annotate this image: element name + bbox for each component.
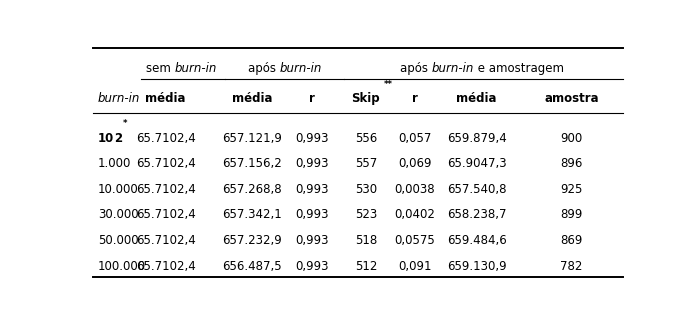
Text: 0,0402: 0,0402 [394, 208, 435, 221]
Text: 10: 10 [98, 132, 114, 145]
Text: 1.000: 1.000 [98, 157, 131, 170]
Text: sem: sem [147, 62, 175, 75]
Text: 50.000: 50.000 [98, 234, 139, 247]
Text: amostra: amostra [544, 92, 599, 105]
Text: **: ** [384, 80, 393, 89]
Text: Skip: Skip [352, 92, 380, 105]
Text: 0,0038: 0,0038 [394, 183, 435, 196]
Text: 657.268,8: 657.268,8 [223, 183, 282, 196]
Text: após: após [400, 62, 432, 75]
Text: 0,993: 0,993 [295, 208, 329, 221]
Text: 65.7102,4: 65.7102,4 [136, 208, 195, 221]
Text: 659.879,4: 659.879,4 [447, 132, 507, 145]
Text: 512: 512 [355, 260, 377, 273]
Text: 518: 518 [355, 234, 377, 247]
Text: 0,091: 0,091 [398, 260, 431, 273]
Text: 0,993: 0,993 [295, 234, 329, 247]
Text: 523: 523 [355, 208, 377, 221]
Text: 0,057: 0,057 [398, 132, 431, 145]
Text: 0,993: 0,993 [295, 183, 329, 196]
Text: 100.000: 100.000 [98, 260, 146, 273]
Text: 65.7102,4: 65.7102,4 [136, 234, 195, 247]
Text: 657.121,9: 657.121,9 [222, 132, 282, 145]
Text: 530: 530 [355, 183, 377, 196]
Text: 0,993: 0,993 [295, 157, 329, 170]
Text: 658.238,7: 658.238,7 [447, 208, 507, 221]
Text: 659.130,9: 659.130,9 [447, 260, 507, 273]
Text: média: média [456, 92, 497, 105]
Text: 65.9047,3: 65.9047,3 [447, 157, 507, 170]
Text: 2: 2 [114, 132, 122, 145]
Text: 0,069: 0,069 [398, 157, 431, 170]
Text: 869: 869 [560, 234, 583, 247]
Text: r: r [412, 92, 417, 105]
Text: 65.7102,4: 65.7102,4 [136, 183, 195, 196]
Text: 657.342,1: 657.342,1 [223, 208, 282, 221]
Text: 65.7102,4: 65.7102,4 [136, 157, 195, 170]
Text: 657.156,2: 657.156,2 [223, 157, 282, 170]
Text: 0,993: 0,993 [295, 260, 329, 273]
Text: 899: 899 [560, 208, 583, 221]
Text: burn-in: burn-in [98, 92, 140, 105]
Text: 657.540,8: 657.540,8 [447, 183, 507, 196]
Text: 0,0575: 0,0575 [394, 234, 435, 247]
Text: burn-in: burn-in [432, 62, 474, 75]
Text: 0,993: 0,993 [295, 132, 329, 145]
Text: 656.487,5: 656.487,5 [223, 260, 282, 273]
Text: 782: 782 [560, 260, 583, 273]
Text: 30.000: 30.000 [98, 208, 139, 221]
Text: 925: 925 [560, 183, 583, 196]
Text: 65.7102,4: 65.7102,4 [136, 132, 195, 145]
Text: 556: 556 [355, 132, 377, 145]
Text: média: média [145, 92, 186, 105]
Text: após: após [248, 62, 279, 75]
Text: 657.232,9: 657.232,9 [223, 234, 282, 247]
Text: 900: 900 [560, 132, 583, 145]
Text: 65.7102,4: 65.7102,4 [136, 260, 195, 273]
Text: e amostragem: e amostragem [474, 62, 564, 75]
Text: média: média [232, 92, 272, 105]
Text: burn-in: burn-in [175, 62, 217, 75]
Text: 896: 896 [560, 157, 583, 170]
Text: *: * [122, 119, 127, 128]
Text: r: r [309, 92, 315, 105]
Text: 659.484,6: 659.484,6 [447, 234, 507, 247]
Text: burn-in: burn-in [279, 62, 322, 75]
Text: 10.000: 10.000 [98, 183, 139, 196]
Text: 557: 557 [355, 157, 377, 170]
